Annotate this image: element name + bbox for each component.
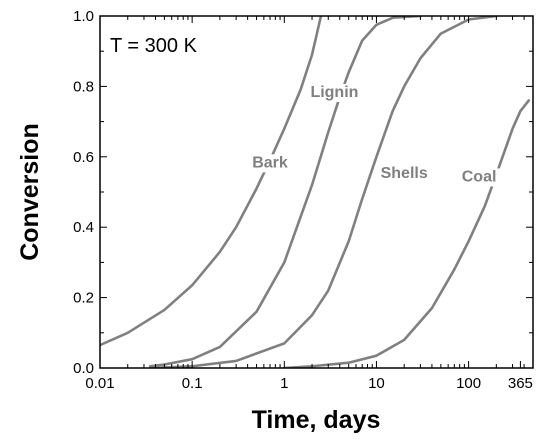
plot-frame (99, 15, 534, 369)
series-label-shells: Shells (381, 165, 428, 182)
x-axis-ticks: 0.01 0.1 1 10 100 365 (85, 16, 534, 392)
series-label-bg-bark (243, 154, 298, 173)
series-labels: Bark Lignin Shells Coal (243, 83, 507, 187)
series-label-bark: Bark (252, 154, 288, 171)
series-label-bg-coal (452, 168, 507, 187)
y-axis-ticks: 0.0 0.2 0.4 0.6 0.8 1.0 (73, 8, 533, 377)
y-tick-label: 0.0 (73, 360, 94, 377)
series-label-bg-shells (377, 164, 432, 183)
series-line-bark (100, 16, 323, 347)
y-tick-label: 0.8 (73, 78, 94, 95)
y-tick-label: 0.6 (73, 149, 94, 166)
series-line-lignin (148, 16, 422, 368)
temperature-annotation: T = 300 K (110, 35, 198, 57)
y-tick-label: 0.4 (73, 219, 94, 236)
series-line-coal (283, 99, 531, 368)
series-line-shells (148, 16, 498, 368)
plot-content (100, 16, 531, 368)
series-label-bg-lignin (307, 83, 362, 102)
series-label-lignin: Lignin (310, 84, 358, 101)
x-tick-label: 1 (280, 375, 288, 392)
y-tick-label: 1.0 (73, 8, 94, 25)
y-tick-label: 0.2 (73, 290, 94, 307)
x-tick-label: 100 (456, 375, 481, 392)
x-axis-title: Time, days (252, 406, 381, 434)
series-label-coal: Coal (462, 168, 497, 185)
x-tick-label: 0.1 (182, 375, 203, 392)
x-tick-label: 365 (508, 375, 533, 392)
x-tick-label: 10 (368, 375, 385, 392)
x-tick-label: 0.01 (85, 375, 114, 392)
y-axis-title: Conversion (16, 123, 44, 261)
